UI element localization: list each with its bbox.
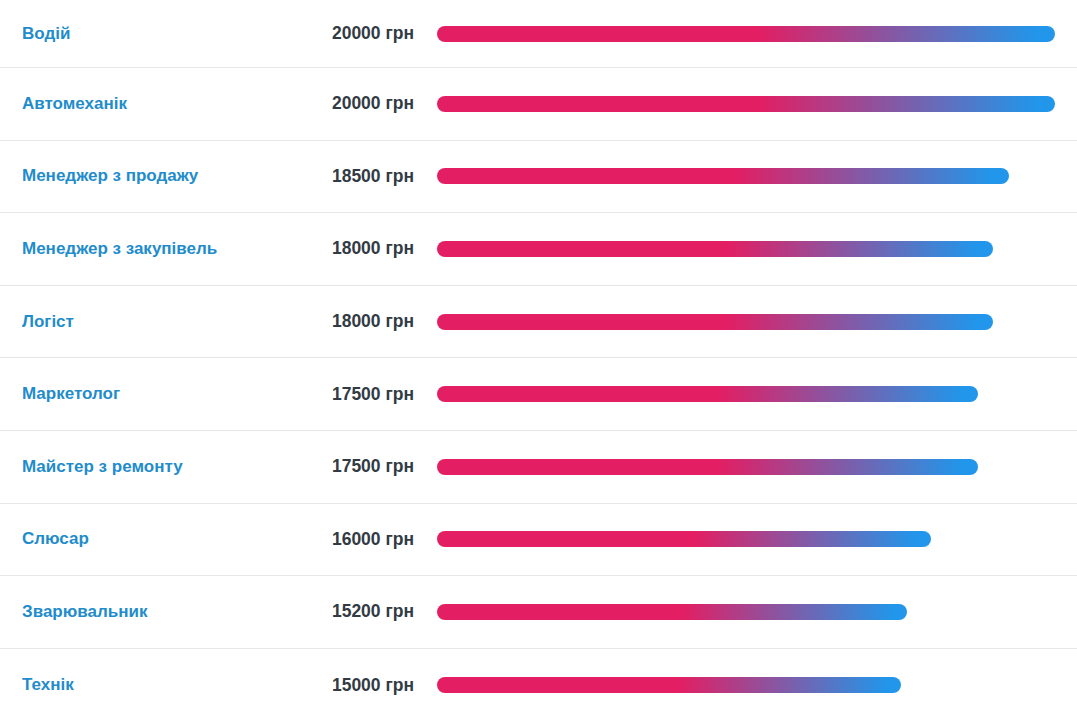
job-title-link[interactable]: Майстер з ремонту bbox=[22, 457, 303, 477]
salary-row: Слюсар 16000 грн bbox=[0, 504, 1077, 577]
salary-value: 18500 грн bbox=[303, 166, 414, 187]
salary-bar bbox=[437, 26, 1055, 42]
salary-bar-track bbox=[437, 604, 1055, 620]
salary-row: Менеджер з закупівель 18000 грн bbox=[0, 213, 1077, 286]
salary-bar-track bbox=[437, 459, 1055, 475]
job-title-link[interactable]: Менеджер з продажу bbox=[22, 166, 303, 186]
salary-value: 18000 грн bbox=[303, 238, 414, 259]
salary-row: Технік 15000 грн bbox=[0, 649, 1077, 721]
salary-row: Майстер з ремонту 17500 грн bbox=[0, 431, 1077, 504]
salary-bar bbox=[437, 96, 1055, 112]
salary-row: Логіст 18000 грн bbox=[0, 286, 1077, 359]
job-title-link[interactable]: Логіст bbox=[22, 312, 303, 332]
job-title-link[interactable]: Зварювальник bbox=[22, 602, 303, 622]
salary-row: Маркетолог 17500 грн bbox=[0, 358, 1077, 431]
salary-bar-track bbox=[437, 26, 1055, 42]
salary-value: 18000 грн bbox=[303, 311, 414, 332]
salary-bar bbox=[437, 459, 978, 475]
salary-value: 20000 грн bbox=[303, 93, 414, 114]
salary-bar-track bbox=[437, 241, 1055, 257]
salary-bar-track bbox=[437, 531, 1055, 547]
job-title-link[interactable]: Автомеханік bbox=[22, 94, 303, 114]
salary-value: 15000 грн bbox=[303, 675, 414, 696]
salary-bar-track bbox=[437, 677, 1055, 693]
salary-value: 17500 грн bbox=[303, 384, 414, 405]
salary-bar-track bbox=[437, 168, 1055, 184]
salary-bar bbox=[437, 168, 1009, 184]
salary-bar bbox=[437, 386, 978, 402]
salary-bar-track bbox=[437, 386, 1055, 402]
job-title-link[interactable]: Менеджер з закупівель bbox=[22, 239, 303, 259]
salary-bar-track bbox=[437, 96, 1055, 112]
salary-value: 20000 грн bbox=[303, 23, 414, 44]
salary-row: Менеджер з продажу 18500 грн bbox=[0, 141, 1077, 214]
salary-bar bbox=[437, 531, 931, 547]
salary-bar bbox=[437, 677, 901, 693]
salary-value: 17500 грн bbox=[303, 456, 414, 477]
salary-row: Зварювальник 15200 грн bbox=[0, 576, 1077, 649]
job-title-link[interactable]: Маркетолог bbox=[22, 384, 303, 404]
salary-bar bbox=[437, 314, 993, 330]
salary-bar-chart: Водій 20000 грн Автомеханік 20000 грн Ме… bbox=[0, 0, 1077, 721]
job-title-link[interactable]: Технік bbox=[22, 675, 303, 695]
salary-row: Водій 20000 грн bbox=[0, 0, 1077, 68]
salary-bar bbox=[437, 604, 907, 620]
salary-bar bbox=[437, 241, 993, 257]
salary-value: 16000 грн bbox=[303, 529, 414, 550]
salary-row: Автомеханік 20000 грн bbox=[0, 68, 1077, 141]
salary-value: 15200 грн bbox=[303, 601, 414, 622]
job-title-link[interactable]: Слюсар bbox=[22, 529, 303, 549]
job-title-link[interactable]: Водій bbox=[22, 24, 303, 44]
salary-bar-track bbox=[437, 314, 1055, 330]
